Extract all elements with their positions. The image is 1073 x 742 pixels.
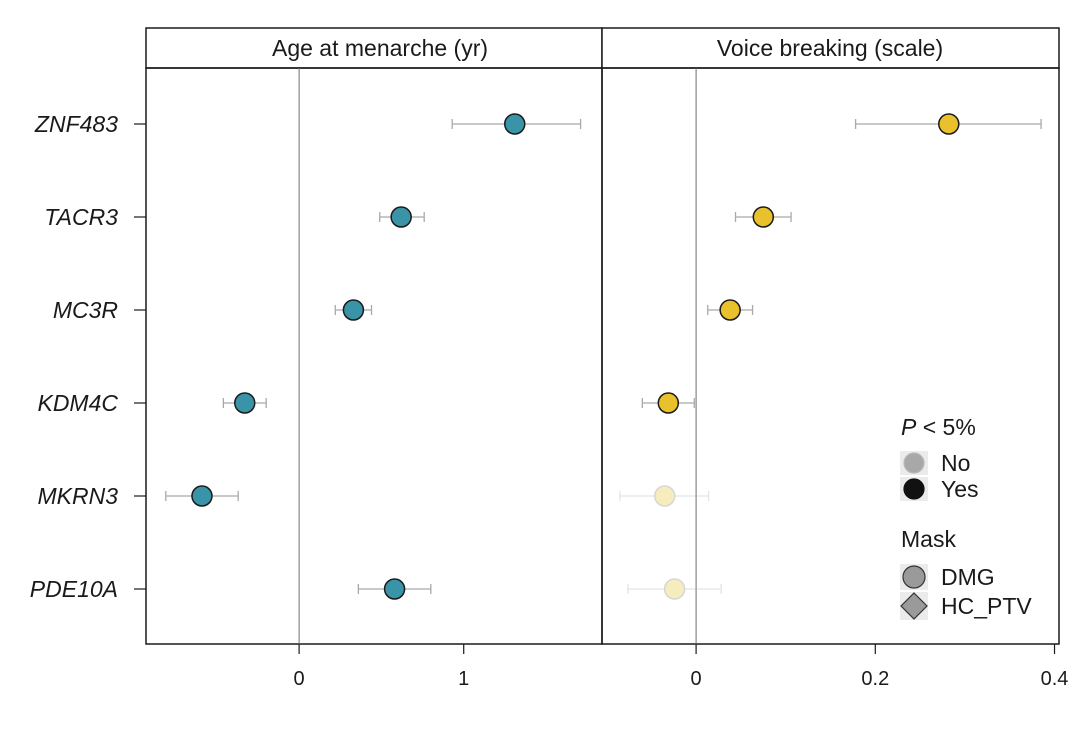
point-group-panel-1-kdm4c	[222, 392, 267, 414]
point-panel-1-mkrn3	[191, 485, 213, 507]
panel-2-frame	[601, 67, 1060, 645]
legend-key-yes	[903, 478, 925, 500]
point-group-panel-2-kdm4c	[641, 392, 695, 414]
point-group-panel-2-pde10a	[627, 578, 722, 600]
point-panel-2-mc3r	[719, 299, 741, 321]
legend-key-hcptv	[900, 592, 928, 620]
plot-layer: ZNF483 TACR3 MC3R KDM4C MKRN3 PDE10A 0 1 0 0.2 0.4	[30, 68, 1069, 690]
panel-1-frame	[145, 67, 603, 645]
legend-label-no: No	[941, 450, 970, 476]
legend-mask-title: Mask	[901, 526, 956, 552]
point-panel-2-pde10a	[663, 578, 686, 600]
strip-1-box	[145, 27, 603, 69]
point-group-panel-1-mkrn3	[165, 485, 239, 507]
gene-label-mkrn3: MKRN3	[37, 483, 118, 509]
legend: P < 5% No Yes Mask DMG HC_PTV	[900, 414, 1032, 620]
legend-p-title-rest: < 5%	[916, 414, 975, 440]
gene-label-pde10a: PDE10A	[30, 576, 118, 602]
legend-label-dmg: DMG	[941, 564, 995, 590]
point-group-panel-2-mc3r	[707, 299, 754, 321]
x-tick-label-panel-1-0: 0	[294, 668, 305, 690]
legend-label-hcptv: HC_PTV	[941, 593, 1032, 619]
x-tick-label-panel-2-1: 0.2	[861, 668, 889, 690]
point-panel-1-znf483	[504, 113, 526, 135]
point-panel-2-kdm4c	[657, 392, 680, 414]
panel-2-title: Voice breaking (scale)	[717, 35, 943, 61]
point-panel-1-mc3r	[342, 299, 365, 321]
gene-label-znf483: ZNF483	[34, 111, 118, 137]
panel-1-title: Age at menarche (yr)	[272, 35, 488, 61]
gene-label-mc3r: MC3R	[53, 297, 118, 323]
point-group-panel-1-znf483	[451, 113, 582, 135]
legend-key-no	[903, 452, 925, 474]
legend-key-dmg	[902, 565, 926, 589]
point-panel-1-kdm4c	[234, 392, 256, 414]
x-tick-label-panel-1-1: 1	[458, 668, 469, 690]
x-tick-label-panel-2-0: 0	[691, 668, 702, 690]
point-group-panel-1-mc3r	[334, 299, 373, 321]
legend-p-title: P < 5%	[901, 414, 976, 440]
point-panel-2-znf483	[938, 113, 960, 135]
legend-p-title-italic: P	[901, 414, 917, 440]
point-group-panel-1-tacr3	[379, 206, 425, 228]
point-group-panel-2-tacr3	[734, 206, 792, 228]
point-panel-1-pde10a	[383, 578, 406, 600]
x-tick-label-panel-2-2: 0.4	[1041, 668, 1069, 690]
strip-2-box	[601, 27, 1060, 69]
point-group-panel-2-mkrn3	[619, 485, 710, 507]
point-group-panel-2-znf483	[854, 113, 1042, 135]
point-panel-1-tacr3	[390, 206, 412, 228]
gene-label-kdm4c: KDM4C	[37, 390, 118, 416]
gene-label-tacr3: TACR3	[44, 204, 118, 230]
legend-label-yes: Yes	[941, 476, 979, 502]
point-panel-2-tacr3	[752, 206, 775, 228]
point-group-panel-1-pde10a	[357, 578, 432, 600]
point-panel-2-mkrn3	[653, 485, 676, 507]
